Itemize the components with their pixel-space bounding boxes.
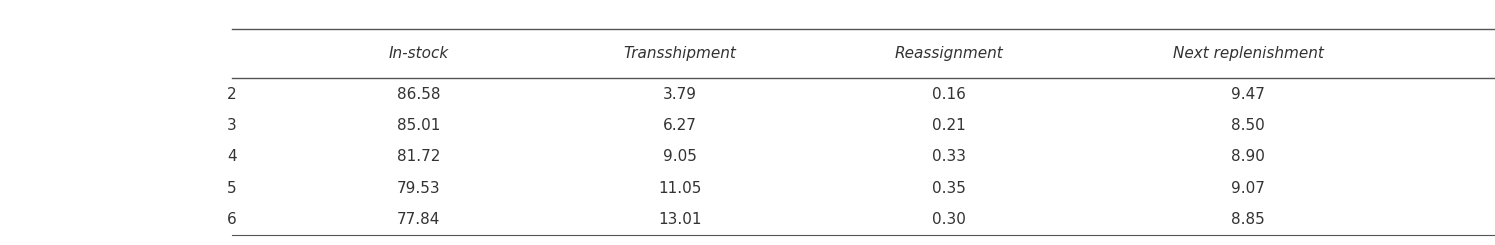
Text: 8.50: 8.50 [1232, 118, 1265, 133]
Text: 9.07: 9.07 [1232, 181, 1265, 196]
Text: 79.53: 79.53 [396, 181, 441, 196]
Text: 5: 5 [227, 181, 236, 196]
Text: 0.33: 0.33 [933, 149, 966, 164]
Text: 6: 6 [227, 212, 236, 227]
Text: 3.79: 3.79 [664, 86, 697, 102]
Text: 9.47: 9.47 [1232, 86, 1265, 102]
Text: 8.85: 8.85 [1232, 212, 1265, 227]
Text: 11.05: 11.05 [658, 181, 703, 196]
Text: 86.58: 86.58 [396, 86, 441, 102]
Text: 77.84: 77.84 [396, 212, 441, 227]
Text: 13.01: 13.01 [658, 212, 703, 227]
Text: 4: 4 [227, 149, 236, 164]
Text: 0.30: 0.30 [933, 212, 966, 227]
Text: 0.21: 0.21 [933, 118, 966, 133]
Text: 0.35: 0.35 [933, 181, 966, 196]
Text: 3: 3 [227, 118, 236, 133]
Text: 85.01: 85.01 [396, 118, 441, 133]
Text: 0.16: 0.16 [933, 86, 966, 102]
Text: Transshipment: Transshipment [623, 46, 737, 61]
Text: In-stock: In-stock [389, 46, 448, 61]
Text: 8.90: 8.90 [1232, 149, 1265, 164]
Text: Next replenishment: Next replenishment [1174, 46, 1323, 61]
Text: 9.05: 9.05 [664, 149, 697, 164]
Text: Reassignment: Reassignment [896, 46, 1003, 61]
Text: 2: 2 [227, 86, 236, 102]
Text: 81.72: 81.72 [396, 149, 441, 164]
Text: 6.27: 6.27 [664, 118, 697, 133]
